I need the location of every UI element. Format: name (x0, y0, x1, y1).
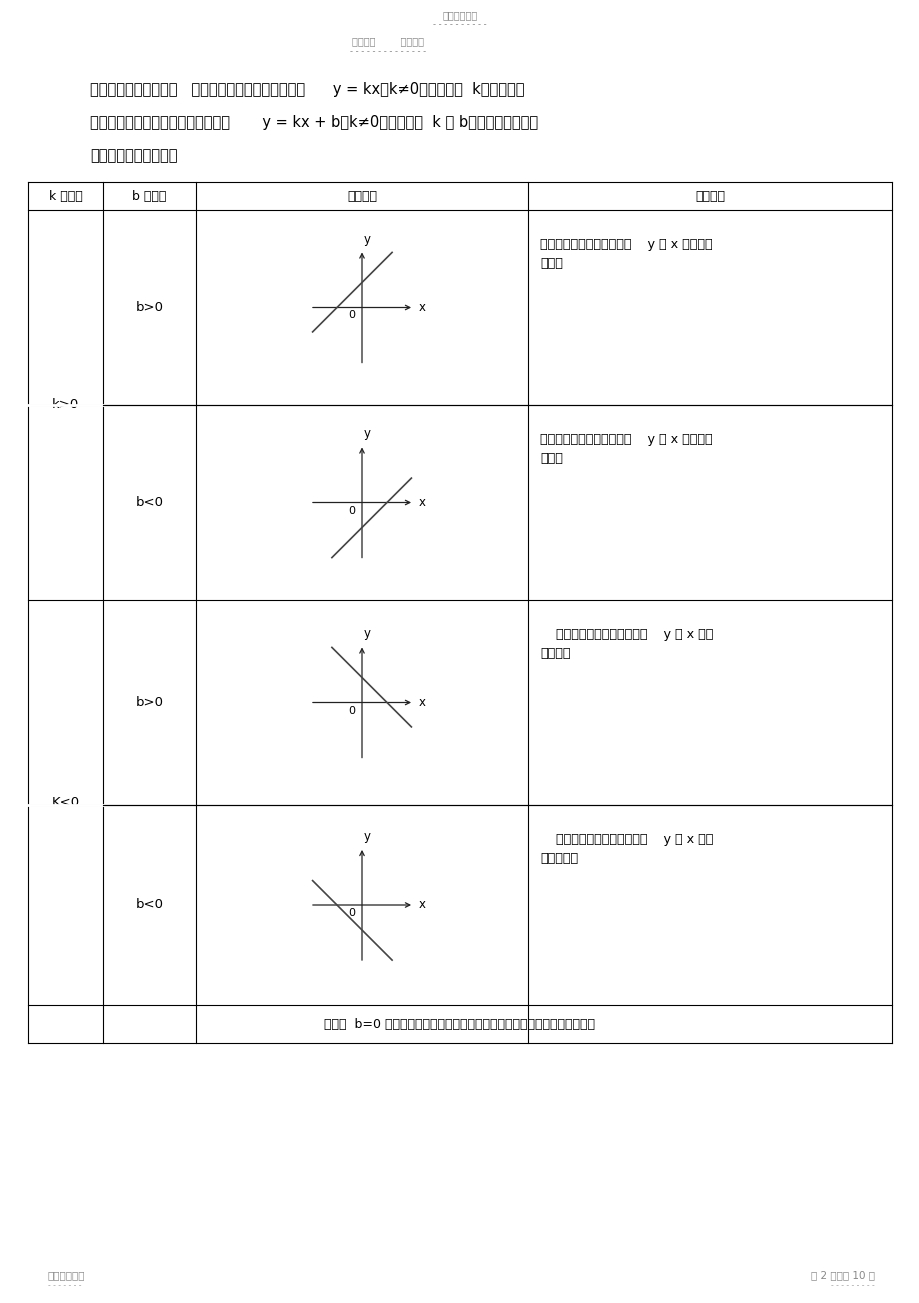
Text: 图像经过一、二、四象限，    y 随 x 的增
大而减小: 图像经过一、二、四象限， y 随 x 的增 大而减小 (539, 628, 712, 661)
Text: b>0: b>0 (135, 301, 164, 314)
Text: y: y (364, 628, 370, 641)
Text: 图像经过一、二、三象限，    y 随 x 的增大而
增大。: 图像经过一、二、三象限， y 随 x 的增大而 增大。 (539, 238, 712, 270)
Text: 0: 0 (347, 506, 355, 516)
Text: 般方法是待定系数法。: 般方法是待定系数法。 (90, 149, 177, 163)
Text: - - - - - - - - - -: - - - - - - - - - - (433, 20, 486, 29)
Text: 确定一个正比例函数，   就是要确定正比例函数定义式      y = kx（k≠0）中的常数  k。确定一个: 确定一个正比例函数， 就是要确定正比例函数定义式 y = kx（k≠0）中的常数… (90, 82, 524, 96)
Text: x: x (418, 301, 425, 314)
Text: 0: 0 (347, 310, 355, 321)
Text: y: y (364, 232, 370, 245)
Text: y: y (364, 830, 370, 843)
Text: 注：当  b=0 时，一次函数变为正比例函数，正比例函数是一次函数的特例。: 注：当 b=0 时，一次函数变为正比例函数，正比例函数是一次函数的特例。 (324, 1018, 595, 1031)
Text: 第 2 页，共 10 页: 第 2 页，共 10 页 (811, 1270, 874, 1280)
Text: b 的符号: b 的符号 (132, 189, 166, 202)
Text: b>0: b>0 (135, 696, 164, 709)
Text: 图像经过二、三、四象限，    y 随 x 的增
大而减小。: 图像经过二、三、四象限， y 随 x 的增 大而减小。 (539, 833, 712, 865)
Text: k 的符号: k 的符号 (49, 189, 83, 202)
Text: 学习必备        欢迎下载: 学习必备 欢迎下载 (352, 36, 424, 46)
Text: x: x (418, 899, 425, 912)
Text: 精选学习资料: 精选学习资料 (442, 10, 477, 20)
Text: 函数图像: 函数图像 (346, 189, 377, 202)
Text: 0: 0 (347, 705, 355, 715)
Text: x: x (418, 696, 425, 709)
Text: 0: 0 (347, 908, 355, 919)
Text: - - - - - - - - -: - - - - - - - - - (831, 1281, 874, 1290)
Text: K<0: K<0 (51, 796, 79, 809)
Text: 名师归纳总结: 名师归纳总结 (48, 1270, 85, 1280)
Text: k>0: k>0 (51, 399, 79, 412)
Text: b<0: b<0 (135, 496, 164, 509)
Text: y: y (364, 427, 370, 440)
Text: 图像特征: 图像特征 (694, 189, 724, 202)
Text: - - - - - - - - - - - - - -: - - - - - - - - - - - - - - (349, 47, 425, 56)
Text: b<0: b<0 (135, 899, 164, 912)
Text: - - - - - - -: - - - - - - - (48, 1281, 82, 1290)
Text: 图像经过一、三、四象限，    y 随 x 的增大而
增大。: 图像经过一、三、四象限， y 随 x 的增大而 增大。 (539, 433, 712, 465)
Text: 一次函数，需要确定一次函数定义式       y = kx + b（k≠0）中的常数  k 和 b。解这类问题的一: 一次函数，需要确定一次函数定义式 y = kx + b（k≠0）中的常数 k 和… (90, 115, 538, 130)
Text: x: x (418, 496, 425, 509)
